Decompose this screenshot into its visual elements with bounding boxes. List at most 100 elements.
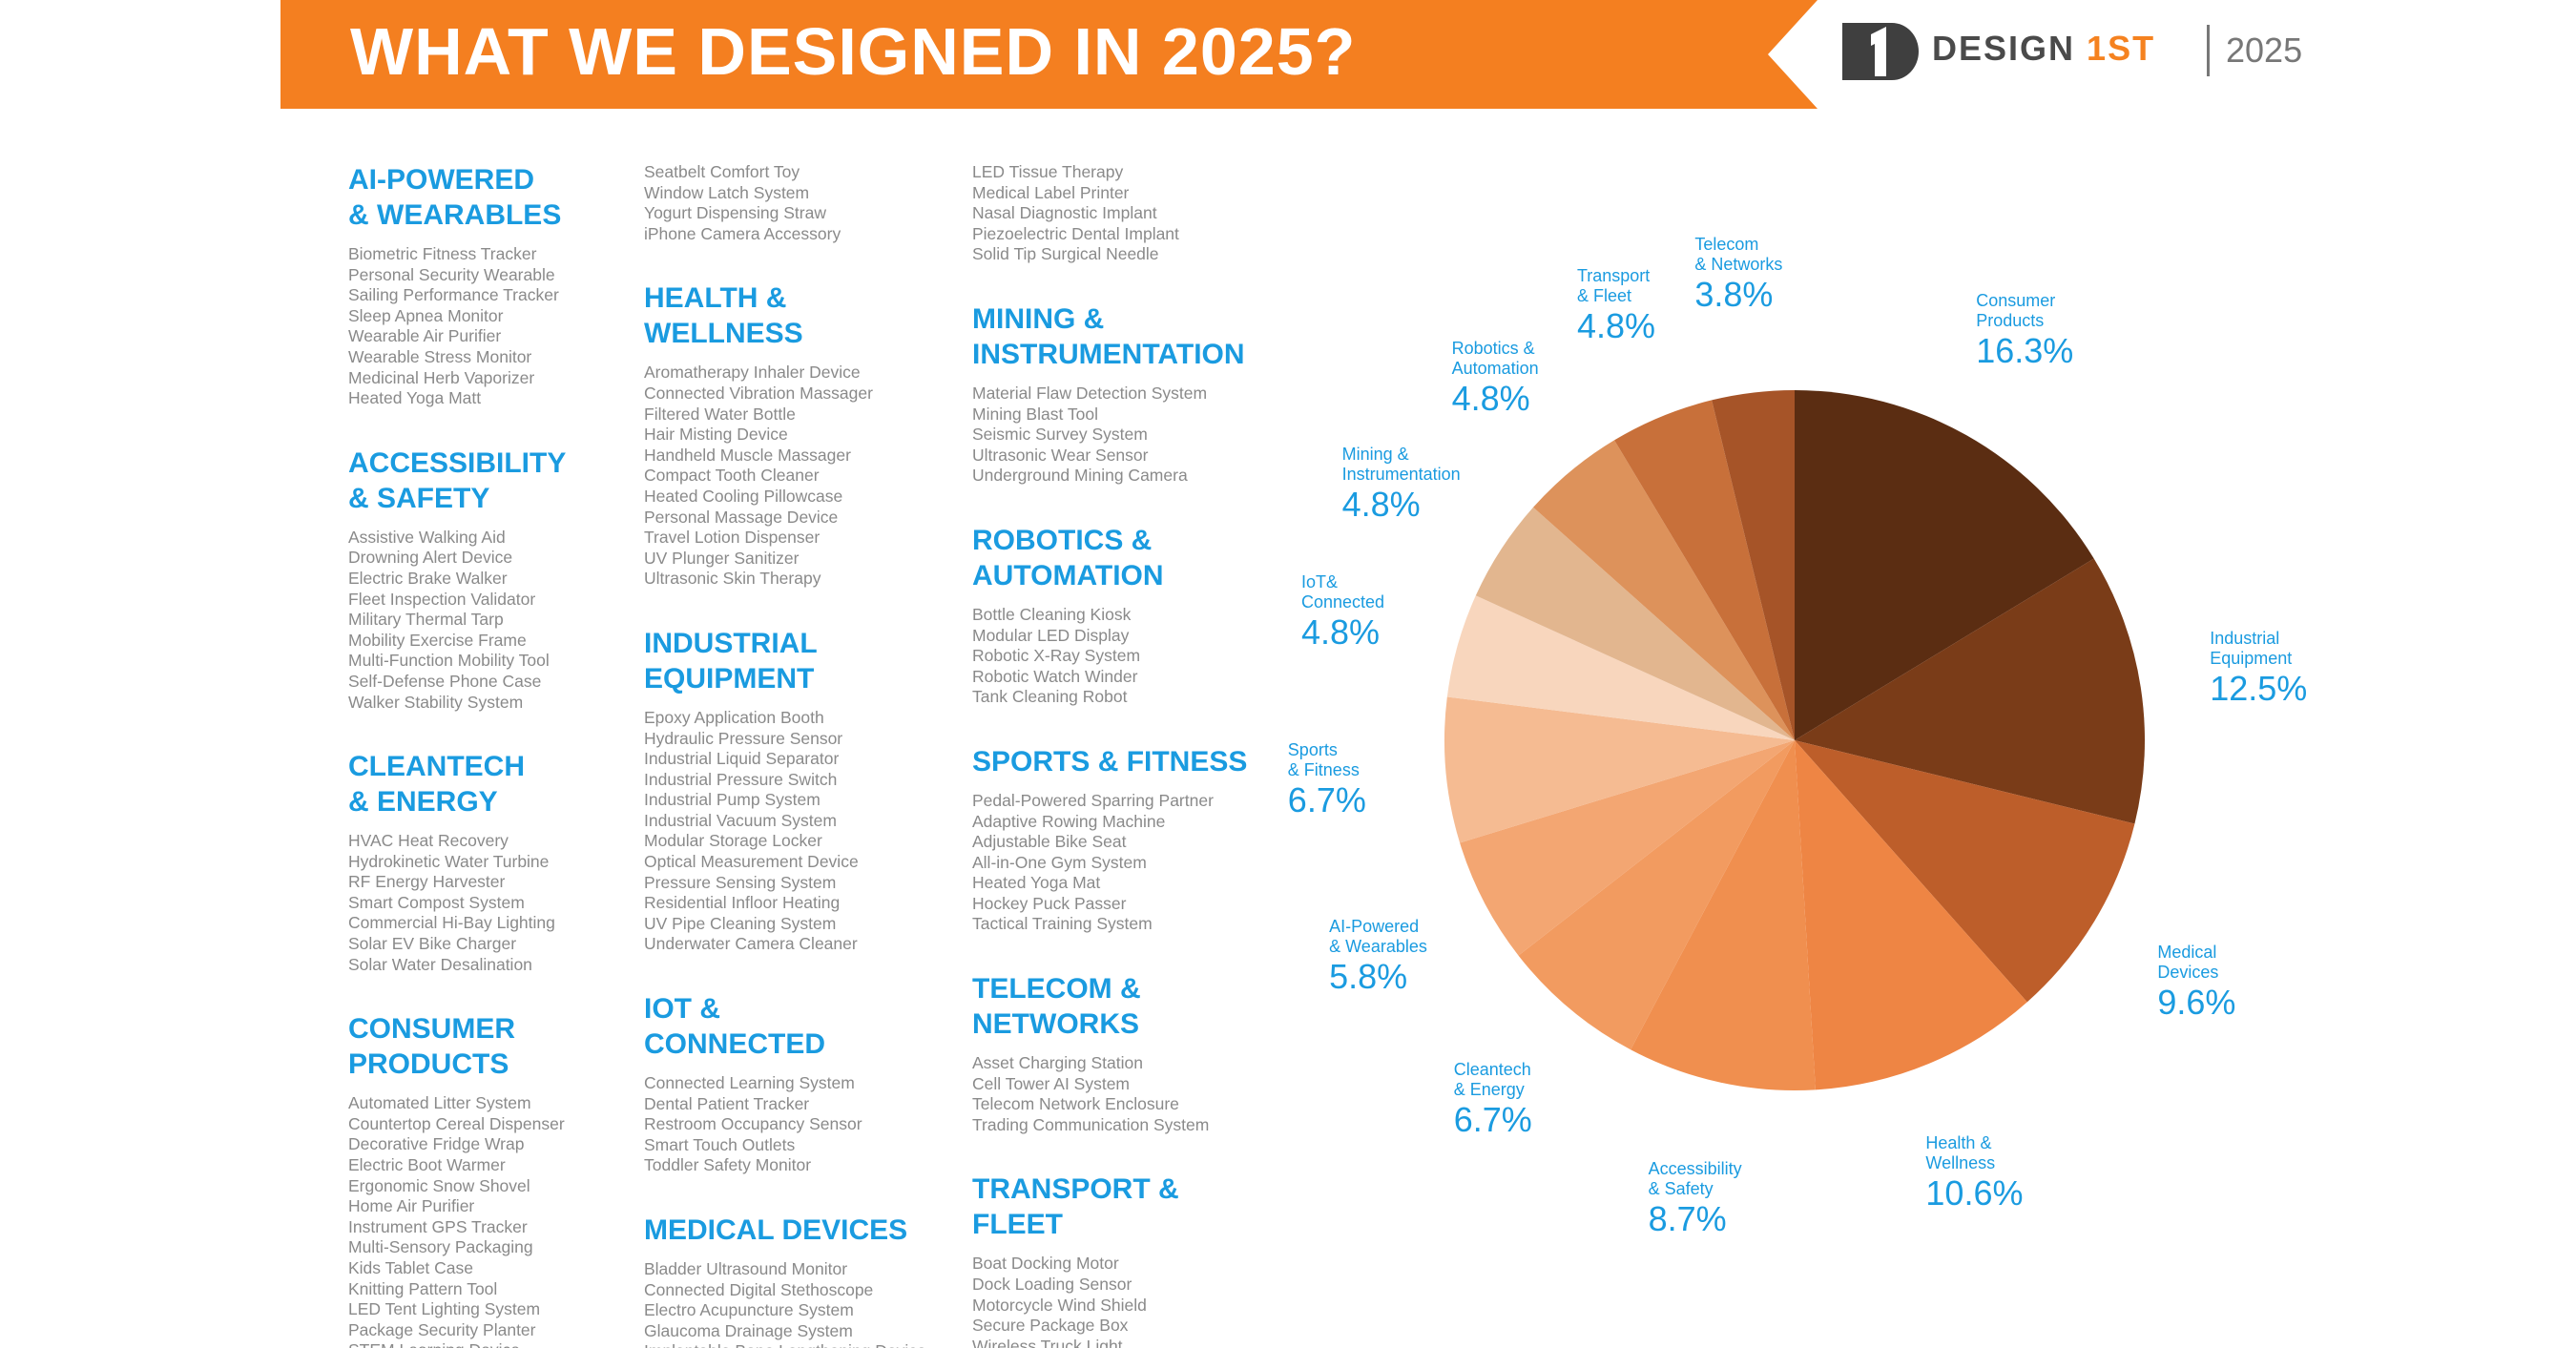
project-item: Nasal Diagnostic Implant [972,203,1157,223]
project-item: Boat Docking Motor [972,1254,1119,1274]
slice-value: 12.5% [2210,669,2308,709]
project-item: Walker Stability System [348,692,524,712]
project-item: UV Pipe Cleaning System [644,913,837,933]
project-item: Personal Security Wearable [348,264,555,284]
category-block: AI-POWERED & WEARABLES Biometric Fitness … [348,162,654,409]
project-item: Hydrokinetic Water Turbine [348,851,550,871]
page-title: WHAT WE DESIGNED IN 2025? [350,14,1357,89]
project-item: Asset Charging Station [972,1053,1143,1073]
slice-value: 5.8% [1329,957,1408,996]
slice-label: Consumer Products 16.3% [1976,291,2073,371]
project-item: Kids Tablet Case [348,1258,474,1277]
pie-slice [1631,740,1816,1090]
project-item: Mining Blast Tool [972,404,1098,424]
category-title: TRANSPORT & FLEET [972,1173,1179,1241]
project-item: Bladder Ultrasound Monitor [644,1259,848,1278]
project-item: Medicinal Herb Vaporizer [348,367,535,387]
project-item: Epoxy Application Booth [644,707,824,727]
category-block: HEALTH & WELLNESS Aromatherapy Inhaler De… [644,280,949,590]
project-item: Dental Patient Tracker [644,1093,810,1113]
project-item: Cell Tower AI System [972,1073,1131,1093]
project-item: Ergonomic Snow Shovel [348,1175,530,1195]
pie-slice [1795,390,2094,740]
project-item: Home Air Purifier [348,1196,475,1216]
project-item: Underwater Camera Cleaner [644,934,858,954]
project-item: Trading Communication System [972,1114,1210,1134]
project-item: LED Tent Lighting System [348,1299,541,1319]
category-title: ROBOTICS & AUTOMATION [972,524,1164,591]
slice-name: Medical Devices [2157,942,2219,982]
project-item: Heated Yoga Matt [348,388,482,408]
brand-name: DESIGN [1932,29,2076,68]
category-title: TELECOM & NETWORKS [972,973,1141,1041]
slice-label: Accessibility & Safety 8.7% [1649,1159,1742,1239]
project-item: Pressure Sensing System [644,872,837,892]
project-item: Smart Compost System [348,892,525,912]
list-column: LED Tissue Therapy Medical Label Printer N… [972,162,1278,1348]
project-item: Medical Label Printer [972,182,1130,202]
project-item: Tactical Training System [972,914,1153,934]
project-item: Residential Infloor Heating [644,893,841,913]
project-item: Fleet Inspection Validator [348,589,536,609]
slice-value: 4.8% [1576,305,1655,345]
project-item: Pedal-Powered Sparring Partner [972,790,1214,810]
project-item: LED Tissue Therapy [972,162,1124,181]
pie-slice [1614,400,1795,740]
slice-label: Mining & Instrumentation 4.8% [1342,445,1461,525]
brand: DESIGN 1ST [1932,29,2155,69]
project-item: Hockey Puck Passer [972,893,1127,913]
project-item: HVAC Heat Recovery [348,831,509,851]
slice-name: Consumer Products [1976,291,2056,331]
slice-name: AI-Powered & Wearables [1329,917,1427,956]
slice-name: IoT& Connected [1300,572,1385,612]
slice-value: 4.8% [1341,484,1421,524]
slice-value: 16.3% [1976,331,2074,371]
slice-label: Telecom & Networks 3.8% [1694,235,1782,315]
project-item: Dock Loading Sensor [972,1275,1132,1295]
project-item: iPhone Camera Accessory [644,223,841,243]
project-item: Solid Tip Surgical Needle [972,244,1159,264]
pie-slice [1795,558,2145,824]
project-item: Handheld Muscle Massager [644,445,851,465]
project-item: Sleep Apnea Monitor [348,305,504,325]
project-item: Multi-Sensory Packaging [348,1237,533,1257]
pie-slice [1795,740,2135,1003]
slice-name: Transport & Fleet [1576,265,1651,305]
category-block: Seatbelt Comfort Toy Window Latch System Y… [644,162,949,244]
slice-name: Cleantech & Energy [1453,1059,1531,1099]
slice-value: 3.8% [1694,274,1774,314]
slice-label: Robotics & Automation 4.8% [1452,339,1539,419]
project-item: Ultrasonic Skin Therapy [644,569,821,589]
category-block: INDUSTRIAL EQUIPMENT Epoxy Application Bo… [644,626,949,955]
slice-value: 4.8% [1300,612,1381,653]
project-item: Self-Defense Phone Case [348,671,542,691]
project-item: Travel Lotion Dispenser [644,528,821,548]
project-item: Instrument GPS Tracker [348,1216,528,1236]
project-item: Heated Yoga Mat [972,873,1101,893]
slice-label: Health & Wellness 10.6% [1925,1133,2023,1213]
category-title: INDUSTRIAL EQUIPMENT [644,627,818,695]
project-item: Adjustable Bike Seat [972,832,1127,852]
slice-label: AI-Powered & Wearables 5.8% [1329,917,1427,997]
project-item: Solar EV Bike Charger [348,934,517,954]
project-item: Military Thermal Tarp [348,610,504,630]
project-item: Window Latch System [644,182,810,202]
category-block: TELECOM & NETWORKS Asset Charging Station… [972,971,1278,1135]
project-item: Seatbelt Comfort Toy [644,162,800,181]
category-block: MINING & INSTRUMENTATION Material Flaw De… [972,301,1278,487]
project-item: RF Energy Harvester [348,872,506,892]
project-item: Secure Package Box [972,1316,1129,1336]
project-item: Package Security Planter [348,1319,536,1339]
category-title: SPORTS & FITNESS [972,745,1248,778]
category-title: MINING & INSTRUMENTATION [972,302,1245,370]
project-item: Ultrasonic Wear Sensor [972,445,1149,465]
project-item: All-in-One Gym System [972,852,1147,872]
project-item: Toddler Safety Monitor [644,1155,812,1175]
slice-name: Accessibility & Safety [1648,1158,1742,1198]
project-item: Biometric Fitness Tracker [348,244,537,263]
project-item: Smart Touch Outlets [644,1134,796,1154]
project-item: Seismic Survey System [972,425,1148,445]
project-item: Material Flaw Detection System [972,383,1208,403]
slice-value: 9.6% [2157,982,2236,1022]
slice-value: 6.7% [1287,780,1366,820]
